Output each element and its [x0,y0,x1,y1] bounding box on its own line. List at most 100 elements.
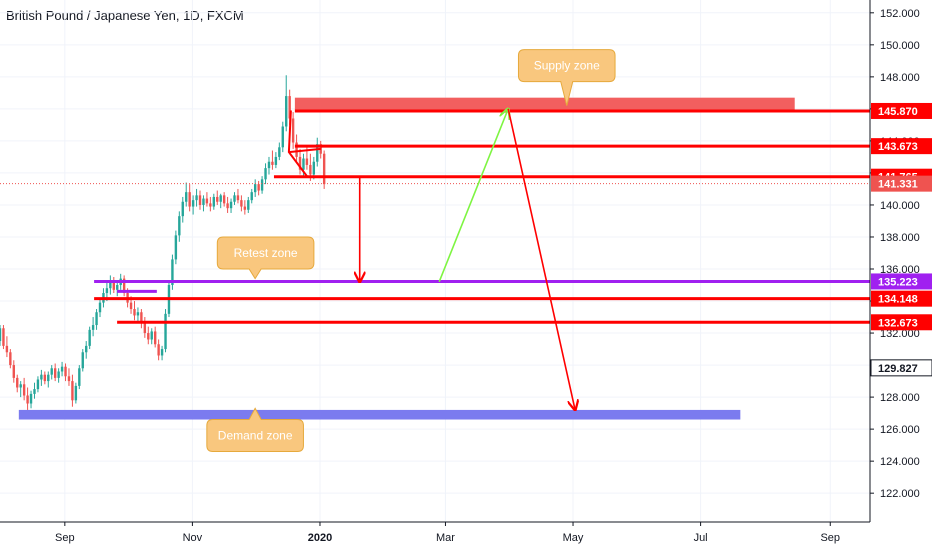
callout-bubble [206,407,304,453]
candle-body [236,195,240,201]
candle-body [291,118,295,143]
candle-body [185,192,188,202]
candle-body [305,158,309,165]
candle-body [250,192,253,201]
time-tick-label: Sep [820,532,840,544]
candle-body [36,379,40,390]
price-label-box [871,138,932,155]
candle-body [260,179,264,191]
price-tick-label: 126.000 [880,424,920,436]
chart-title: British Pound / Japanese Yen, 1D, FXCM [6,8,244,23]
candle-body [133,309,136,316]
price-tick-label: 132.000 [880,328,920,340]
candle-body [191,200,195,207]
candle-body [274,156,278,165]
candle-body [26,395,29,404]
candle-body [316,144,319,162]
arrows [287,108,575,410]
candle-body [50,368,53,375]
candle-body [229,201,233,209]
candle-body [240,200,243,207]
horizontal-levels [0,109,870,324]
candle-body [160,349,164,356]
price-tick-label: 152.000 [880,8,920,20]
price-label-text: 134.148 [878,294,918,306]
price-tick-label: 128.000 [880,392,920,404]
candle-body [105,288,109,294]
candle-body [264,168,267,180]
candle-body [233,195,236,202]
candle-body [171,259,174,286]
candle-body [309,164,312,175]
zones [18,97,795,420]
candle-body [278,147,281,157]
callout: Demand zone [206,407,304,453]
candle-body [143,323,147,334]
candle-body [285,96,288,127]
candle-body [247,200,250,210]
callout: Retest zone [216,236,315,280]
price-label-box [871,290,932,307]
price-label-box [871,273,932,290]
candle-body [67,376,71,382]
price-tick-label: 148.000 [880,72,920,84]
price-tick-label: 140.000 [880,200,920,212]
candle-body [47,374,50,382]
time-tick-label: 2020 [308,532,332,544]
candle-body [64,366,67,377]
candle-body [136,312,140,316]
candle-body [202,198,205,205]
candle-body [91,325,95,330]
candle-body [150,331,153,340]
candle-body [0,328,2,342]
candle-body [22,384,26,396]
candle-body [322,153,326,185]
candle-body [109,280,112,289]
callout: Supply zone [517,49,616,106]
candle-body [53,368,57,378]
candle-body [257,184,260,191]
time-axis-bg [0,522,870,550]
candle-body [288,96,291,119]
price-label-text: 135.223 [878,276,918,288]
candle-body [40,374,43,380]
candle-body [60,366,64,372]
candle-body [74,385,78,401]
time-tick-label: May [563,532,584,544]
time-tick-label: Sep [55,532,75,544]
candle-body [295,142,298,157]
candle-body [29,393,33,404]
candle-body [188,192,191,207]
trend-arrow [507,108,575,410]
candle-body [9,352,12,366]
candle-body [164,313,167,350]
candle-body [116,285,119,290]
zone-rect [18,409,741,420]
candle-body [271,161,274,165]
candle-body [209,203,212,207]
price-label-box [871,102,932,119]
candle-body [198,195,202,205]
price-label-text: 141.331 [878,179,918,191]
price-label-text: 143.673 [878,141,918,153]
candle-body [312,161,316,175]
candle-body [129,302,133,310]
candle-body [81,352,84,369]
zone-rect [294,97,795,110]
candle-body [157,344,160,356]
candle-body [222,195,226,204]
candle-body [95,312,98,326]
candle-body [78,368,81,386]
callout-bubble [216,236,315,280]
price-label-text: 132.673 [878,317,918,329]
time-tick-label: Nov [183,532,203,544]
price-tick-label: 138.000 [880,232,920,244]
candle-body [112,280,116,290]
candle-body [140,312,143,324]
callout-label: Demand zone [218,429,293,443]
candle-body [12,365,15,378]
time-tick-label: Jul [694,532,708,544]
time-tick-label: Mar [436,532,455,544]
price-tick-label: 124.000 [880,456,920,468]
